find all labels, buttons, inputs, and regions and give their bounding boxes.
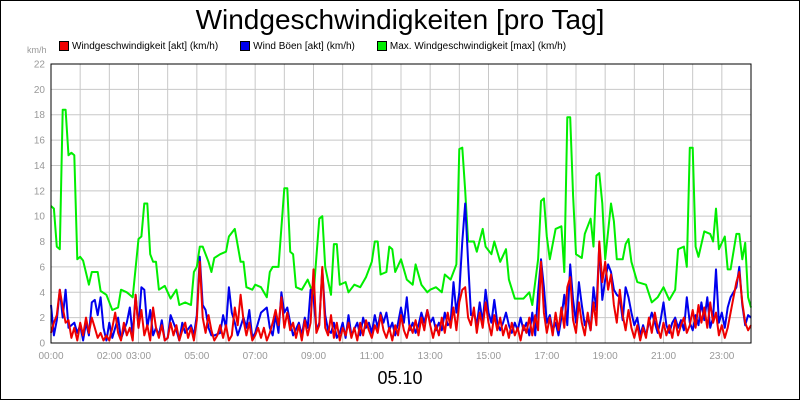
legend-swatch-gusts [240, 41, 251, 51]
y-tick-label: 4 [39, 288, 45, 299]
plot-area-border [50, 63, 752, 344]
x-tick-label: 05:00 [184, 351, 209, 362]
y-tick-label: 6 [39, 262, 45, 273]
x-tick-label: 09:00 [301, 351, 326, 362]
x-tick-labels: 00:00 02:00 03:00 05:00 07:00 09:00 11:00 13:00… [38, 351, 734, 362]
legend-label-max-wind-speed: Max. Windgeschwindigkeit [max] (km/h) [389, 40, 567, 52]
wind-speed-line [50, 240, 752, 342]
y-axis-unit-label: km/h [27, 45, 47, 55]
y-tick-label: 14 [34, 161, 46, 172]
max-wind-speed-line [50, 108, 752, 311]
date-label: 05.10 [377, 368, 423, 388]
legend-swatch-max-wind-speed [376, 41, 387, 51]
chart-title: Windgeschwindigkeiten [pro Tag] [195, 4, 605, 35]
x-tick-label: 13:00 [418, 351, 443, 362]
legend-swatch-wind-speed [59, 41, 69, 51]
y-tick-label: 16 [34, 136, 46, 147]
y-tick-label: 18 [34, 110, 46, 121]
series-lines [50, 108, 752, 342]
x-tick-label: 07:00 [243, 351, 268, 362]
x-tick-label: 11:00 [360, 351, 385, 362]
legend-label-gusts: Wind Böen [akt] (km/h) [253, 40, 355, 52]
legend: Windgeschwindigkeit [akt] (km/h) Wind Bö… [59, 39, 588, 53]
y-tick-label: 22 [34, 60, 46, 71]
y-tick-label: 8 [39, 237, 45, 248]
y-tick-label: 2 [39, 313, 45, 324]
x-tick-label: 15:00 [476, 351, 501, 362]
legend-item-gusts: Wind Böen [akt] (km/h) [240, 39, 355, 53]
y-tick-label: 20 [34, 85, 46, 96]
x-tick-label: 23:00 [709, 351, 734, 362]
y-tick-label: 0 [39, 339, 45, 350]
x-tick-label: 19:00 [593, 351, 618, 362]
y-tick-labels: 0 2 4 6 8 10 12 14 16 18 20 22 [34, 60, 46, 350]
x-tick-label: 03:00 [126, 351, 151, 362]
x-tick-label: 00:00 [38, 351, 63, 362]
x-tick-label: 21:00 [651, 351, 676, 362]
grid-lines [50, 63, 752, 344]
legend-label-wind-speed: Windgeschwindigkeit [akt] (km/h) [72, 40, 219, 52]
x-tick-label: 02:00 [97, 351, 122, 362]
x-tick-label: 17:00 [534, 351, 559, 362]
legend-item-wind-speed: Windgeschwindigkeit [akt] (km/h) [59, 39, 218, 53]
legend-item-max-wind-speed: Max. Windgeschwindigkeit [max] (km/h) [376, 39, 567, 53]
y-tick-label: 12 [34, 186, 46, 197]
y-tick-label: 10 [34, 212, 46, 223]
